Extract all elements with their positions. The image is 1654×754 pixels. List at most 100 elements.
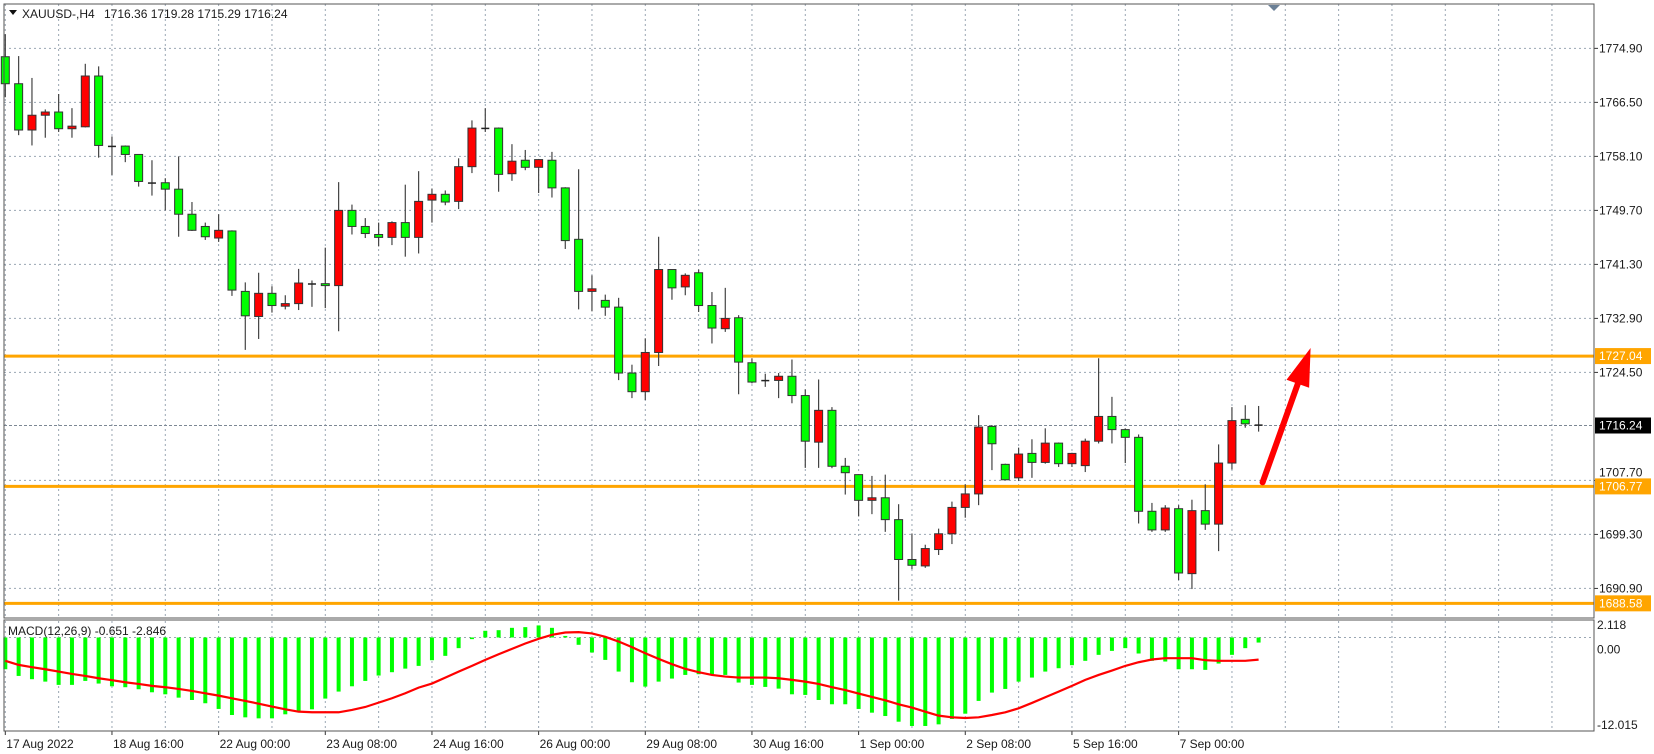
candle bbox=[1214, 444, 1224, 552]
candle bbox=[320, 247, 330, 309]
candle-body bbox=[574, 238, 584, 292]
candle-body bbox=[440, 193, 450, 203]
candle bbox=[200, 222, 210, 240]
candle bbox=[907, 533, 917, 570]
macd-histogram-bar bbox=[323, 637, 328, 699]
current-price-tag bbox=[1595, 417, 1651, 434]
candle bbox=[667, 269, 677, 300]
candle bbox=[1200, 484, 1210, 530]
y-tick-label: 1741.30 bbox=[1599, 257, 1643, 271]
macd-histogram-bar bbox=[163, 637, 168, 695]
macd-histogram-bar bbox=[16, 637, 21, 676]
candle bbox=[400, 184, 410, 257]
candle-body bbox=[1227, 420, 1237, 464]
y-tick-label: 1707.70 bbox=[1599, 465, 1643, 479]
triangle-down-icon[interactable] bbox=[9, 10, 17, 15]
macd-histogram-bar bbox=[563, 635, 568, 638]
candle-body bbox=[1240, 418, 1250, 425]
macd-histogram-bar bbox=[443, 637, 448, 656]
candle-body bbox=[80, 75, 90, 128]
macd-histogram-bar bbox=[1016, 637, 1021, 682]
candle bbox=[654, 236, 664, 366]
candle-body bbox=[400, 222, 410, 238]
macd-histogram-bar bbox=[763, 637, 768, 687]
candle-body bbox=[960, 493, 970, 508]
candle bbox=[894, 504, 904, 601]
candle bbox=[734, 315, 744, 395]
macd-histogram-bar bbox=[816, 637, 821, 700]
macd-histogram-bar bbox=[1083, 637, 1088, 661]
arrow-shaft[interactable] bbox=[1259, 380, 1301, 486]
macd-histogram-bar bbox=[269, 637, 274, 719]
candle-body bbox=[534, 159, 544, 168]
macd-histogram-bar bbox=[229, 637, 234, 716]
macd-signal-line bbox=[4, 631, 1259, 720]
macd-histogram-bar bbox=[296, 637, 301, 711]
candle bbox=[520, 149, 530, 171]
candle bbox=[680, 273, 690, 296]
macd-histogram-bar bbox=[43, 637, 48, 682]
candle bbox=[720, 287, 730, 332]
macd-histogram-bar bbox=[923, 637, 928, 726]
candle-body bbox=[467, 127, 477, 168]
macd-histogram-bar bbox=[389, 637, 394, 673]
y-tick-label: 1774.90 bbox=[1599, 41, 1643, 55]
candle bbox=[160, 178, 170, 211]
level-price-label: 1706.77 bbox=[1599, 479, 1643, 493]
candle-body bbox=[734, 317, 744, 363]
candle-body bbox=[787, 375, 797, 397]
candle-body bbox=[27, 114, 37, 131]
horizontal-levels bbox=[4, 354, 1594, 605]
candle bbox=[1240, 405, 1250, 428]
candle-body bbox=[160, 182, 170, 190]
x-tick-label: 18 Aug 16:00 bbox=[113, 737, 184, 751]
candle bbox=[427, 188, 437, 223]
candle-body bbox=[134, 153, 144, 182]
candle-body bbox=[840, 465, 850, 474]
candle bbox=[1254, 405, 1263, 432]
macd-histogram-bar bbox=[1069, 637, 1074, 666]
macd-histogram-bar bbox=[363, 637, 368, 681]
candle-body bbox=[1000, 463, 1010, 481]
chart-shift-marker-icon[interactable] bbox=[1268, 5, 1280, 11]
current-price-label: 1716.24 bbox=[1599, 419, 1643, 433]
x-tick-label: 23 Aug 08:00 bbox=[326, 737, 397, 751]
candle-body bbox=[1200, 510, 1210, 525]
macd-histogram-bar bbox=[496, 630, 501, 638]
candle-body bbox=[1134, 436, 1144, 512]
candle-body bbox=[680, 274, 690, 288]
candle-body bbox=[1014, 453, 1024, 479]
candle-body bbox=[707, 305, 717, 329]
macd-histogram-bar bbox=[1176, 637, 1181, 670]
candle bbox=[774, 373, 784, 399]
candle-body bbox=[520, 159, 530, 168]
x-tick-label: 5 Sep 16:00 bbox=[1073, 737, 1138, 751]
macd-histogram-bar bbox=[603, 637, 608, 660]
candle-body bbox=[67, 125, 77, 130]
candle-body bbox=[1147, 510, 1157, 531]
x-tick-label: 1 Sep 00:00 bbox=[860, 737, 925, 751]
candle-body bbox=[200, 225, 210, 238]
candle bbox=[1080, 438, 1090, 473]
macd-histogram-bar bbox=[549, 627, 554, 638]
candle bbox=[1094, 358, 1104, 444]
macd-histogram-bar bbox=[803, 637, 808, 695]
candle bbox=[800, 389, 810, 468]
macd-histogram-bar bbox=[829, 637, 834, 705]
candle-body bbox=[640, 351, 650, 393]
candle-body bbox=[347, 209, 357, 227]
macd-histogram-bar bbox=[3, 637, 8, 670]
candle-body bbox=[1187, 510, 1197, 575]
y-tick-label: 1758.10 bbox=[1599, 149, 1643, 163]
macd-histogram-bar bbox=[1216, 637, 1221, 664]
candle-body bbox=[560, 187, 570, 242]
macd-panel-frame bbox=[3, 619, 1595, 732]
candle bbox=[920, 544, 930, 568]
candle bbox=[80, 63, 90, 128]
candle-body bbox=[494, 127, 504, 175]
arrow-up-icon[interactable] bbox=[1286, 347, 1311, 388]
candle-body bbox=[694, 272, 704, 307]
candle-body bbox=[120, 145, 130, 155]
ohlc-readout: 1716.36 1719.28 1715.29 1716.24 bbox=[104, 7, 288, 21]
